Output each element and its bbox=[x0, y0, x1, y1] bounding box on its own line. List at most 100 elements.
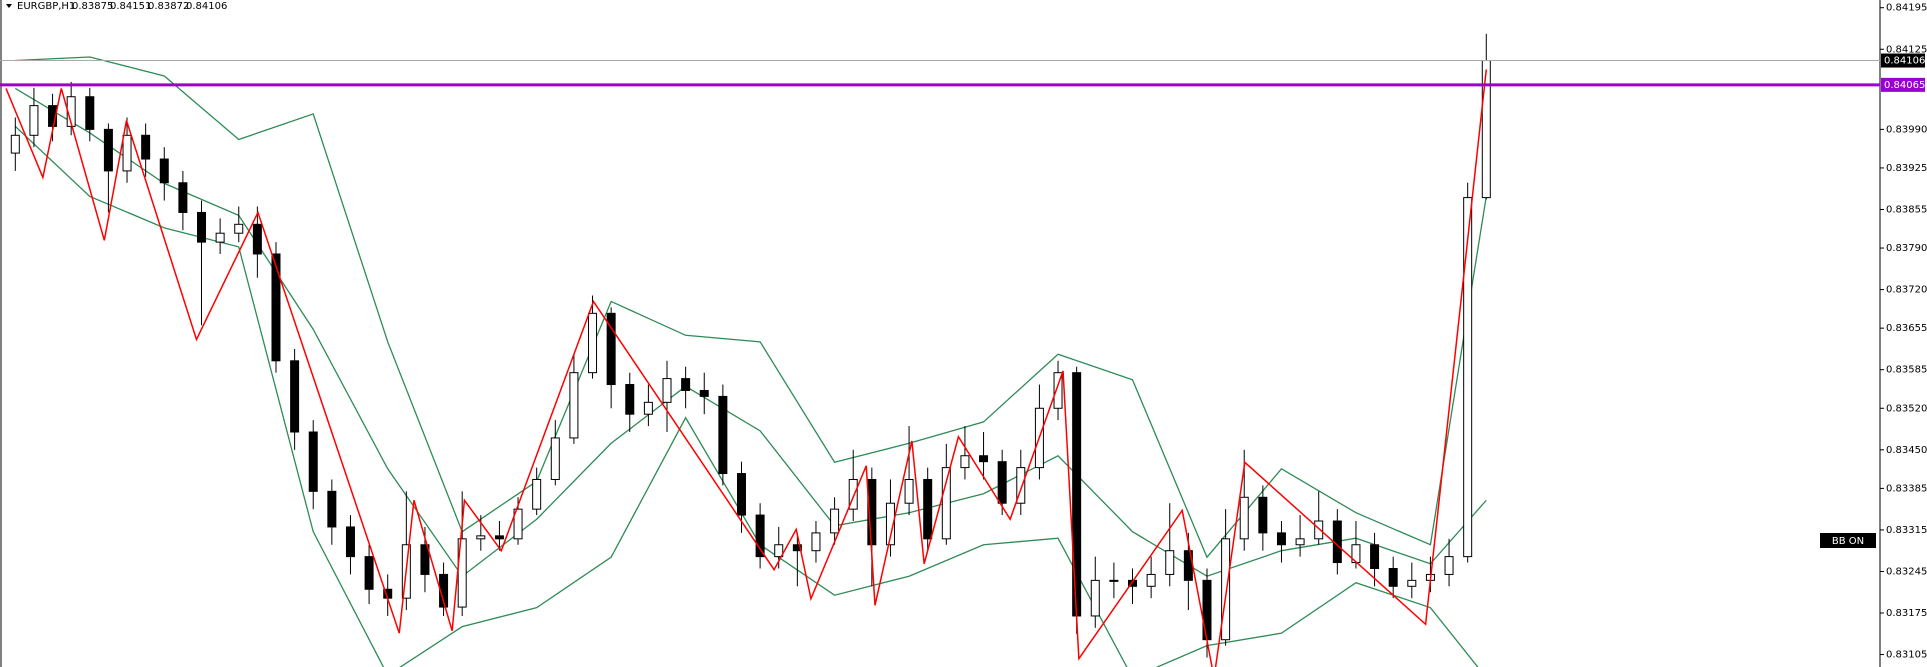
candle-body bbox=[1463, 197, 1473, 558]
indicator-label: BB ON bbox=[1832, 536, 1864, 547]
candle-body bbox=[960, 455, 970, 469]
candle-body bbox=[532, 478, 542, 510]
candle-body bbox=[941, 467, 951, 540]
candle-body bbox=[1016, 467, 1026, 504]
candle-body bbox=[197, 211, 207, 243]
candle-body bbox=[1314, 520, 1324, 540]
symbol: EURGBP,H1 bbox=[17, 1, 75, 12]
candle-body bbox=[755, 514, 765, 558]
bollinger-upper bbox=[15, 56, 1487, 559]
ohlc-high: 0.84151 bbox=[110, 1, 151, 12]
candle-body bbox=[588, 312, 598, 374]
y-tick-label: 0.83720 bbox=[1886, 285, 1927, 296]
candle-body bbox=[606, 312, 616, 386]
y-tick-label: 0.83450 bbox=[1886, 445, 1927, 456]
candle-body bbox=[271, 253, 281, 362]
candle-body bbox=[234, 223, 244, 234]
candle-body bbox=[699, 389, 709, 397]
candle-body bbox=[1407, 579, 1417, 587]
candle-body bbox=[997, 461, 1007, 504]
candle-body bbox=[1146, 573, 1156, 587]
bid-label-box bbox=[1881, 53, 1925, 68]
bid-label: 0.84106 bbox=[1884, 56, 1925, 67]
menu-arrow[interactable] bbox=[6, 4, 12, 8]
zigzag bbox=[5, 69, 1488, 667]
candle-body bbox=[625, 384, 635, 415]
candle-body bbox=[1202, 579, 1212, 641]
candle-body bbox=[215, 232, 225, 243]
candle-body bbox=[252, 223, 262, 255]
candle-body bbox=[1109, 579, 1119, 582]
candle-body bbox=[10, 134, 20, 154]
bollinger-middle bbox=[14, 87, 1487, 578]
candle-body bbox=[48, 105, 58, 127]
y-tick-label: 0.83855 bbox=[1886, 204, 1927, 215]
candle-body bbox=[513, 508, 523, 540]
candle-body bbox=[29, 105, 39, 136]
candle-body bbox=[1128, 579, 1138, 587]
candle-body bbox=[811, 532, 821, 552]
level-label-box bbox=[1881, 77, 1925, 92]
candle-body bbox=[1295, 538, 1305, 546]
candle-body bbox=[327, 490, 337, 528]
y-tick-label: 0.83655 bbox=[1886, 323, 1927, 334]
candle-body bbox=[308, 431, 318, 492]
y-tick-label: 0.83245 bbox=[1886, 566, 1927, 577]
candle-body bbox=[792, 544, 802, 552]
y-tick-label: 0.83990 bbox=[1886, 124, 1927, 135]
candle-body bbox=[1444, 556, 1454, 575]
y-tick-label: 0.83385 bbox=[1886, 483, 1927, 494]
y-tick-label: 0.83520 bbox=[1886, 403, 1927, 414]
candle-body bbox=[364, 556, 374, 590]
candle-body bbox=[569, 372, 579, 439]
candle-body bbox=[848, 478, 858, 510]
y-tick-label: 0.83925 bbox=[1886, 163, 1927, 174]
candle-body bbox=[1258, 496, 1268, 534]
candle-body bbox=[885, 502, 895, 546]
candle-body bbox=[923, 478, 933, 540]
y-tick-label: 0.83790 bbox=[1886, 243, 1927, 254]
candle-body bbox=[1165, 550, 1175, 575]
indicator-badge bbox=[1820, 533, 1876, 548]
candle-body bbox=[494, 535, 504, 540]
candle-body bbox=[830, 508, 840, 534]
candle-body bbox=[420, 544, 430, 575]
candle-body bbox=[1276, 532, 1286, 546]
candle-body bbox=[1053, 372, 1063, 409]
candle-body bbox=[345, 526, 355, 558]
candle-body bbox=[718, 395, 728, 475]
candle-body bbox=[736, 473, 746, 516]
candle-body bbox=[774, 544, 784, 558]
candle-body bbox=[476, 535, 486, 540]
candle-body bbox=[550, 437, 560, 480]
candle-body bbox=[141, 134, 151, 160]
y-tick-label: 0.84195 bbox=[1886, 3, 1927, 14]
candle-body bbox=[662, 378, 672, 403]
candle-body bbox=[1388, 567, 1398, 587]
candle-body bbox=[904, 478, 914, 504]
candle-body bbox=[290, 360, 300, 433]
ohlc-low: 0.83872 bbox=[148, 1, 189, 12]
candle-body bbox=[439, 573, 449, 608]
candle-body bbox=[159, 158, 169, 184]
ohlc-close: 0.84106 bbox=[186, 1, 227, 12]
y-tick-label: 0.83175 bbox=[1886, 608, 1927, 619]
candle-body bbox=[103, 128, 113, 172]
candle-body bbox=[1481, 60, 1491, 199]
ohlc-open: 0.83875 bbox=[72, 1, 113, 12]
candle-body bbox=[643, 401, 653, 415]
candle-body bbox=[979, 455, 989, 463]
candle-body bbox=[681, 378, 691, 391]
candle-body bbox=[1370, 544, 1380, 569]
candle-body bbox=[1221, 538, 1231, 641]
price-scale: 0.84195 0.84125 0.83990 0.83925 0.83855 0.837… bbox=[1880, 3, 1927, 661]
y-tick-label: 0.83105 bbox=[1886, 650, 1927, 661]
candle-body bbox=[122, 134, 132, 172]
candle-body bbox=[85, 96, 95, 130]
level-label: 0.84065 bbox=[1884, 80, 1925, 91]
y-tick-label: 0.83315 bbox=[1886, 525, 1927, 536]
y-tick-label: 0.84125 bbox=[1886, 44, 1927, 55]
candle-body bbox=[1090, 579, 1100, 617]
